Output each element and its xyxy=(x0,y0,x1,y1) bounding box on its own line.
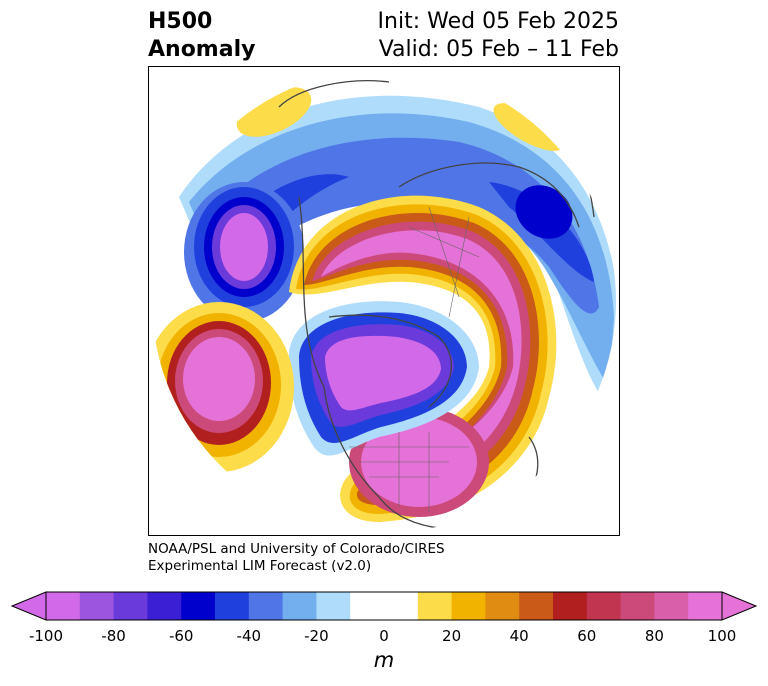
colorbar-extend-low xyxy=(10,591,47,621)
colorbar-segment xyxy=(181,592,216,620)
credit-line: NOAA/PSL and University of Colorado/CIRE… xyxy=(148,541,445,557)
colorbar-segment xyxy=(46,592,81,620)
colorbar-segment xyxy=(417,592,453,620)
negative-anomaly-center xyxy=(515,185,573,239)
colorbar-unit-label: m xyxy=(373,648,395,672)
init-date: Init: Wed 05 Feb 2025 xyxy=(377,9,619,34)
negative-anomaly-center xyxy=(325,335,441,411)
colorbar-segment xyxy=(316,592,351,620)
colorbar-tick-label: 20 xyxy=(442,627,462,645)
credit-line: Experimental LIM Forecast (v2.0) xyxy=(148,558,372,574)
anomaly-map xyxy=(148,66,620,536)
colorbar-tick-label: 100 xyxy=(707,627,737,645)
map-title: H500 Anomaly xyxy=(148,8,255,64)
colorbar-segment xyxy=(485,592,520,620)
forecast-dates: Init: Wed 05 Feb 2025 Valid: 05 Feb – 11… xyxy=(378,8,619,64)
colorbar-segment xyxy=(282,592,317,620)
colorbar-ticks: -100 -80 -60 -40 -20 0 20 40 60 80 100 xyxy=(0,627,768,647)
colorbar-tick-label: 0 xyxy=(379,627,389,645)
colorbar-tick-label: 60 xyxy=(577,627,597,645)
valid-range: Valid: 05 Feb – 11 Feb xyxy=(378,37,619,62)
credit-text: NOAA/PSL and University of Colorado/CIRE… xyxy=(148,541,445,575)
borders xyxy=(349,206,480,512)
colorbar-segment xyxy=(350,592,385,620)
colorbar-segment xyxy=(384,592,419,620)
colorbar-segment xyxy=(215,592,250,620)
colorbar-segment xyxy=(248,592,284,620)
colorbar-tick-label: 40 xyxy=(509,627,529,645)
colorbar-tick-label: -100 xyxy=(28,627,64,645)
colorbar-tick-label: 80 xyxy=(644,627,664,645)
colorbar-segment xyxy=(147,592,182,620)
colorbar-segment xyxy=(654,592,689,620)
colorbar-segment xyxy=(79,592,115,620)
colorbar-segment xyxy=(553,592,588,620)
positive-anomaly-patch xyxy=(493,103,565,151)
positive-anomaly-core xyxy=(321,230,522,486)
colorbar-segment xyxy=(451,592,486,620)
anomaly-map-svg xyxy=(152,69,616,533)
colorbar-tick-label: -80 xyxy=(101,627,126,645)
negative-anomaly-center xyxy=(220,213,268,281)
colorbar-segment xyxy=(586,592,622,620)
colorbar-tick-label: -20 xyxy=(304,627,329,645)
colorbar-tick-label: -40 xyxy=(236,627,262,645)
colorbar-border xyxy=(45,591,723,621)
colorbar-segment xyxy=(620,592,655,620)
colorbar-extend-high xyxy=(721,591,758,621)
colorbar-segment xyxy=(519,592,554,620)
title-field: H500 xyxy=(148,9,213,34)
colorbar-svg xyxy=(10,591,758,621)
colorbar-segment xyxy=(688,592,723,620)
colorbar xyxy=(0,588,768,628)
colorbar-tick-label: -60 xyxy=(168,627,194,645)
colorbar-segment xyxy=(113,592,148,620)
positive-anomaly-center xyxy=(183,337,255,421)
title-quantity: Anomaly xyxy=(148,37,256,62)
